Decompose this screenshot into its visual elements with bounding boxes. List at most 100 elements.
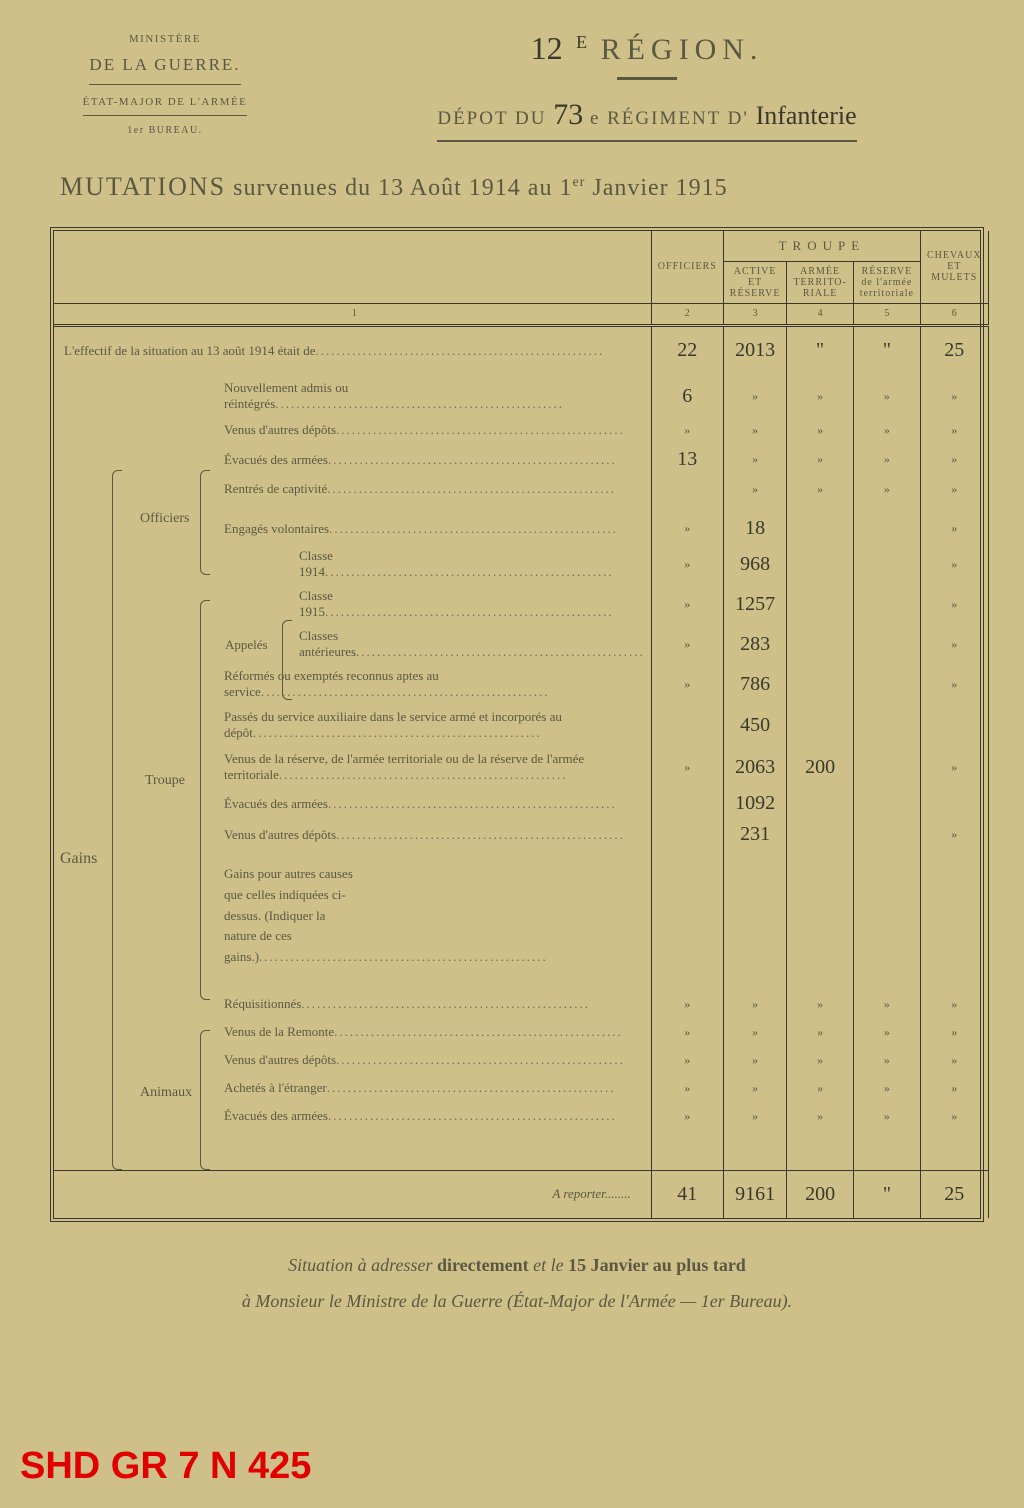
c6: » xyxy=(921,746,989,788)
header: MINISTÈRE DE LA GUERRE. ÉTAT-MAJOR DE L'… xyxy=(50,30,984,142)
row-off-venus: Venus d'autres dépôts » » » » » xyxy=(54,416,988,444)
title-sup: er xyxy=(572,175,585,190)
c4 xyxy=(787,819,853,850)
region-separator xyxy=(617,77,677,80)
c6: » xyxy=(921,584,989,624)
c2: » xyxy=(651,664,723,704)
lbl: Évacués des armées xyxy=(224,452,328,467)
row-tr-reform: Réformés ou exemptés reconnus aptes au s… xyxy=(54,664,988,704)
fn-l1b: directement xyxy=(437,1255,529,1275)
header-row-1: OFFICIERS TROUPE CHEVAUX ET MULETS xyxy=(54,231,988,261)
ministry-line3: ÉTAT-MAJOR DE L'ARMÉE xyxy=(83,93,248,116)
c4 xyxy=(787,788,853,819)
fn-l1c: et le xyxy=(533,1255,568,1275)
c5: » xyxy=(853,376,920,416)
c6: » xyxy=(921,664,989,704)
title-rest: survenues du 13 Août 1914 au 1 xyxy=(226,175,572,201)
lbl: Classes antérieures xyxy=(299,628,356,659)
row-tr-aux: Passés du service auxiliaire dans le ser… xyxy=(54,704,988,746)
c4 xyxy=(787,584,853,624)
brace-appeles xyxy=(282,620,292,700)
c2: » xyxy=(651,1102,723,1130)
c6: » xyxy=(921,544,989,584)
c4: 200 xyxy=(787,1170,853,1218)
side-troupe: Troupe xyxy=(145,773,185,789)
c2: » xyxy=(651,624,723,664)
c5: » xyxy=(853,416,920,444)
depot-arm: Infanterie xyxy=(756,101,857,130)
c5: » xyxy=(853,1102,920,1130)
page-title: MUTATIONS survenues du 13 Août 1914 au 1… xyxy=(60,172,984,202)
lbl: Rentrés de captivité xyxy=(224,481,327,496)
c3: 283 xyxy=(723,624,787,664)
depot-pre: DÉPOT DU xyxy=(437,108,546,129)
row-tr-c1914: Classe 1914 » 968 » xyxy=(54,544,988,584)
c5 xyxy=(853,746,920,788)
c6: » xyxy=(921,1102,989,1130)
c5: » xyxy=(853,475,920,503)
row-an-evac: Évacués des armées »»»»» xyxy=(54,1102,988,1130)
c6: » xyxy=(921,513,989,544)
c3: 9161 xyxy=(723,1170,787,1218)
c4: » xyxy=(787,1018,853,1046)
table-frame: OFFICIERS TROUPE CHEVAUX ET MULETS ACTIV… xyxy=(50,227,984,1222)
c5 xyxy=(853,584,920,624)
c2: 13 xyxy=(651,444,723,475)
ministry-line2: DE LA GUERRE. xyxy=(89,50,240,86)
c5: » xyxy=(853,1074,920,1102)
title-caps: MUTATIONS xyxy=(60,172,226,201)
title-end: Janvier 1915 xyxy=(585,175,727,201)
c2: » xyxy=(651,1018,723,1046)
coln-2: 2 xyxy=(651,303,723,325)
c3: » xyxy=(723,1102,787,1130)
c3: » xyxy=(723,475,787,503)
c4: " xyxy=(787,335,853,366)
lbl: Venus d'autres dépôts xyxy=(224,422,336,437)
archive-stamp: SHD GR 7 N 425 xyxy=(20,1445,311,1488)
region-line: 12 E RÉGION. xyxy=(310,30,984,67)
c5: " xyxy=(853,1170,920,1218)
c3: 1257 xyxy=(723,584,787,624)
col-blank xyxy=(54,231,651,303)
col-chevaux: CHEVAUX ET MULETS xyxy=(921,231,989,303)
mutations-table: OFFICIERS TROUPE CHEVAUX ET MULETS ACTIV… xyxy=(54,231,989,1218)
c5 xyxy=(853,544,920,584)
row-an-dep: Venus d'autres dépôts »»»»» xyxy=(54,1046,988,1074)
depot-line: DÉPOT DU 73 e RÉGIMENT D' Infanterie xyxy=(437,98,856,142)
fn-l2: à Monsieur le Ministre de la Guerre (Éta… xyxy=(50,1283,984,1319)
lbl: Achetés à l'étranger xyxy=(224,1080,327,1095)
row-off-capt: Rentrés de captivité » » » » xyxy=(54,475,988,503)
c6: » xyxy=(921,444,989,475)
c5: " xyxy=(853,335,920,366)
lbl: A reporter xyxy=(552,1186,604,1201)
c6: » xyxy=(921,1046,989,1074)
c4 xyxy=(787,513,853,544)
row-tr-engages: Engagés volontaires » 18 » xyxy=(54,513,988,544)
c4 xyxy=(787,544,853,584)
c2: » xyxy=(651,1074,723,1102)
c5: » xyxy=(853,1046,920,1074)
fn-l1a: Situation à adresser xyxy=(288,1255,437,1275)
ministry-line1: MINISTÈRE xyxy=(50,30,280,50)
c4 xyxy=(787,624,853,664)
coln-1: 1 xyxy=(54,303,651,325)
col-reserve-t: RÉSERVE de l'armée territoriale xyxy=(853,261,920,303)
c3: 18 xyxy=(723,513,787,544)
side-gains: Gains xyxy=(60,850,97,868)
c3: 968 xyxy=(723,544,787,584)
fn-l1d: 15 Janvier au plus tard xyxy=(568,1255,746,1275)
c5 xyxy=(853,513,920,544)
c4 xyxy=(787,664,853,704)
c4: » xyxy=(787,1074,853,1102)
lbl: Venus d'autres dépôts xyxy=(224,827,336,842)
c2: 6 xyxy=(651,376,723,416)
c3: » xyxy=(723,376,787,416)
region-block: 12 E RÉGION. DÉPOT DU 73 e RÉGIMENT D' I… xyxy=(310,30,984,142)
c3: » xyxy=(723,1074,787,1102)
row-tr-gains: Gains pour autres causes que celles indi… xyxy=(54,860,988,980)
header-numbers: 1 2 3 4 5 6 xyxy=(54,303,988,325)
c3: 1092 xyxy=(723,788,787,819)
col-active: ACTIVE ET RÉSERVE xyxy=(723,261,787,303)
brace-officiers xyxy=(200,470,210,575)
c6: » xyxy=(921,475,989,503)
